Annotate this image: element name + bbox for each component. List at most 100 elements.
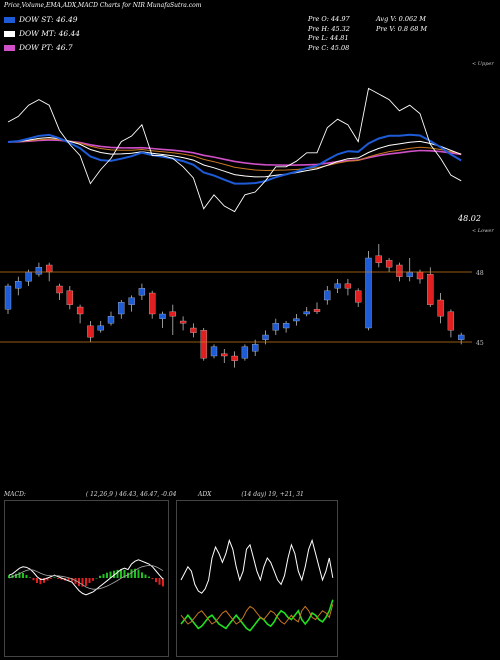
last-value-label: 48.02 — [457, 214, 481, 223]
candle — [447, 311, 455, 331]
macd-hist-bar — [43, 578, 45, 583]
macd-hist-bar — [50, 578, 52, 579]
macd-hist-bar — [57, 578, 59, 579]
macd-params: ( 12,26,9 ) 46.43, 46.47, -0.04 — [85, 491, 177, 498]
candle — [427, 274, 434, 305]
stat-pre-open: Pre O: 44.97 — [308, 15, 350, 23]
candle — [231, 355, 238, 361]
macd-hist-bar — [99, 575, 101, 578]
macd-hist-bar — [113, 570, 115, 578]
candle — [128, 297, 135, 305]
candle — [46, 264, 53, 273]
minus-di-line — [180, 604, 334, 625]
adx-line — [180, 538, 334, 594]
macd-panel — [4, 500, 169, 657]
macd-hist-bar — [116, 569, 119, 578]
candle — [396, 264, 403, 277]
candle — [190, 327, 197, 333]
stat-pre-volume: Pre V: 0.8 68 M — [376, 24, 428, 33]
candle — [252, 344, 259, 352]
macd-hist-bar — [22, 572, 24, 578]
stat-pre-low: Pre L: 44.81 — [308, 34, 349, 42]
candle — [385, 260, 393, 268]
stat-pre-high: Pre H: 45.32 — [308, 24, 350, 33]
macd-hist-bar — [151, 578, 154, 580]
macd-hist-bar — [123, 569, 126, 578]
macd-label: MACD: ( 12,26,9 ) 46.43, 46.47, -0.04 — [4, 491, 177, 498]
candle — [416, 271, 424, 280]
macd-hist-bar — [162, 578, 164, 587]
candle — [221, 353, 228, 357]
candle — [282, 323, 290, 329]
stats-previous: Pre O: 44.97 Pre H: 45.32 Pre L: 44.81 P… — [308, 15, 350, 53]
candle — [437, 299, 444, 317]
legend-swatch-pt — [4, 45, 15, 51]
candle — [293, 318, 300, 322]
macd-hist-bar — [130, 569, 133, 578]
candle — [179, 320, 187, 324]
adx-label: ADX (14 day) 19, +21, 31 — [198, 491, 304, 498]
macd-hist-bar — [15, 573, 17, 578]
macd-hist-bar — [95, 578, 98, 579]
macd-hist-bar — [71, 578, 73, 582]
candle — [138, 288, 146, 296]
candle — [76, 306, 84, 315]
lower-label: < Lower — [472, 228, 494, 234]
candle — [210, 346, 218, 357]
macd-hist-bar — [120, 569, 122, 578]
candle — [97, 325, 104, 331]
macd-hist-bar — [39, 578, 42, 585]
legend-label-st: DOW ST: 46.49 — [19, 15, 78, 24]
adx-label-text: ADX — [198, 491, 212, 498]
stat-avg-volume: Avg V: 0.062 M — [376, 15, 426, 23]
ema-20-line — [7, 138, 462, 172]
candle — [334, 283, 341, 289]
stats-volume: Avg V: 0.062 M Pre V: 0.8 68 M — [376, 15, 427, 34]
legend-dow-mt: DOW MT: 46.44 — [4, 29, 80, 38]
candle — [272, 323, 279, 331]
adx-panel — [176, 500, 338, 657]
legend-label-mt: DOW MT: 46.44 — [19, 29, 81, 38]
price-chart: < Upper < Lower 48.02 48 45 — [0, 61, 494, 368]
ema-st-line — [7, 133, 462, 185]
legend-dow-st: DOW ST: 46.49 — [4, 15, 78, 24]
candle — [375, 255, 382, 263]
macd-signal-line — [8, 564, 164, 590]
macd-hist-bar — [155, 578, 157, 583]
macd-hist-bar — [158, 578, 161, 585]
level-low-label: 45 — [476, 340, 484, 347]
candle — [4, 285, 12, 310]
macd-hist-bar — [148, 576, 150, 578]
candle — [313, 309, 321, 312]
legend-swatch-mt — [4, 31, 15, 37]
candle — [200, 330, 207, 359]
candle — [169, 311, 176, 317]
macd-hist-bar — [32, 578, 35, 581]
candle — [149, 292, 156, 315]
plus-di-line — [180, 599, 334, 632]
candle — [35, 267, 43, 275]
candle — [159, 313, 166, 319]
legend-dow-pt: DOW PT: 46.7 — [4, 43, 73, 52]
chart-title: Price,Volume,EMA,ADX,MACD Charts for NIR… — [4, 2, 202, 9]
macd-line — [8, 559, 164, 596]
candle — [365, 257, 372, 329]
legend-swatch-st — [4, 17, 15, 23]
macd-hist-bar — [46, 578, 49, 581]
candle — [25, 271, 32, 282]
ema-lines — [7, 87, 462, 213]
candle — [66, 290, 73, 305]
candle — [406, 271, 413, 277]
macd-hist-bar — [92, 578, 94, 581]
candle — [15, 281, 22, 289]
macd-hist-bar — [25, 574, 28, 578]
macd-label-text: MACD: — [4, 491, 26, 498]
macd-hist-bar — [60, 578, 63, 580]
macd-hist-bar — [18, 572, 21, 578]
price-line — [7, 87, 462, 213]
candle — [324, 290, 331, 301]
macd-hist-bar — [137, 569, 140, 578]
macd-chart — [8, 559, 164, 596]
stat-pre-close: Pre C: 45.08 — [308, 43, 350, 52]
candle — [355, 290, 362, 303]
